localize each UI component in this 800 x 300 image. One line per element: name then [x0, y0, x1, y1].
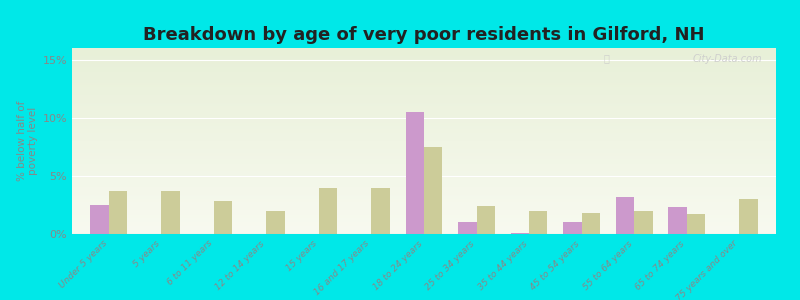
Bar: [477, 206, 495, 234]
Bar: [563, 222, 582, 234]
Bar: [510, 233, 529, 234]
Bar: [739, 199, 758, 234]
Bar: [214, 202, 232, 234]
Bar: [319, 188, 338, 234]
Bar: [686, 214, 705, 234]
Text: City-Data.com: City-Data.com: [692, 54, 762, 64]
Bar: [458, 222, 477, 234]
Bar: [582, 213, 600, 234]
Bar: [529, 211, 547, 234]
Bar: [109, 191, 127, 234]
Bar: [424, 147, 442, 234]
Title: Breakdown by age of very poor residents in Gilford, NH: Breakdown by age of very poor residents …: [143, 26, 705, 44]
Bar: [371, 188, 390, 234]
Bar: [266, 211, 285, 234]
Bar: [90, 205, 109, 234]
Text: Ⓒ: Ⓒ: [603, 54, 610, 64]
Y-axis label: % below half of
poverty level: % below half of poverty level: [17, 101, 38, 181]
Bar: [668, 207, 686, 234]
Bar: [406, 112, 424, 234]
Bar: [634, 211, 653, 234]
Bar: [162, 191, 180, 234]
Bar: [616, 197, 634, 234]
